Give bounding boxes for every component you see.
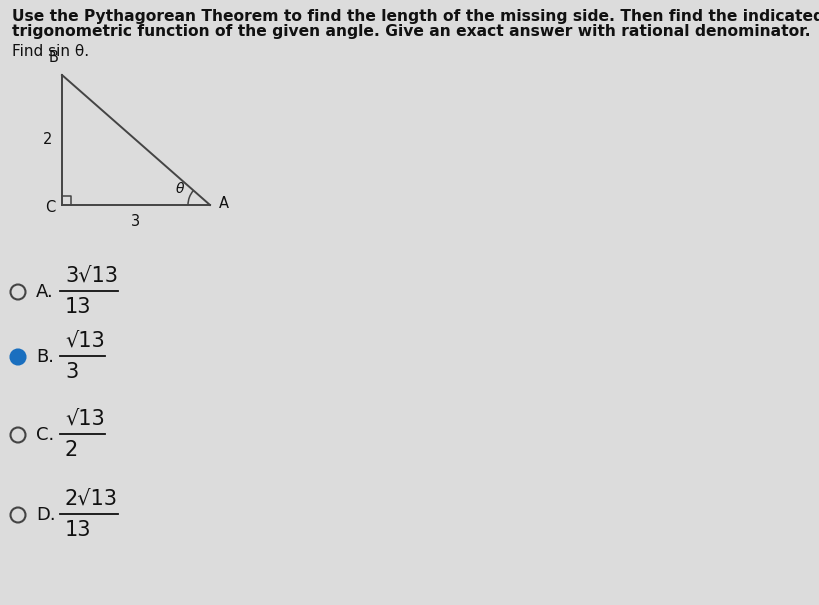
Text: 3: 3 [131, 214, 141, 229]
Text: 2√13: 2√13 [65, 489, 118, 509]
Text: trigonometric function of the given angle. Give an exact answer with rational de: trigonometric function of the given angl… [12, 24, 811, 39]
Text: θ: θ [176, 182, 184, 196]
Text: Find sin θ.: Find sin θ. [12, 44, 89, 59]
Text: √13: √13 [65, 331, 105, 351]
Text: 2: 2 [65, 440, 79, 460]
Text: 3√13: 3√13 [65, 266, 118, 286]
Text: A: A [219, 195, 229, 211]
Text: D.: D. [36, 506, 56, 524]
Text: A.: A. [36, 283, 54, 301]
Text: 13: 13 [65, 520, 92, 540]
Text: Use the Pythagorean Theorem to find the length of the missing side. Then find th: Use the Pythagorean Theorem to find the … [12, 9, 819, 24]
Text: B: B [48, 50, 58, 65]
Text: 3: 3 [65, 362, 79, 382]
Text: 2: 2 [43, 132, 52, 148]
Text: 13: 13 [65, 297, 92, 317]
Circle shape [11, 350, 25, 364]
Text: B.: B. [36, 348, 54, 366]
Text: C: C [45, 200, 55, 215]
Text: √13: √13 [65, 409, 105, 429]
Text: C.: C. [36, 426, 54, 444]
